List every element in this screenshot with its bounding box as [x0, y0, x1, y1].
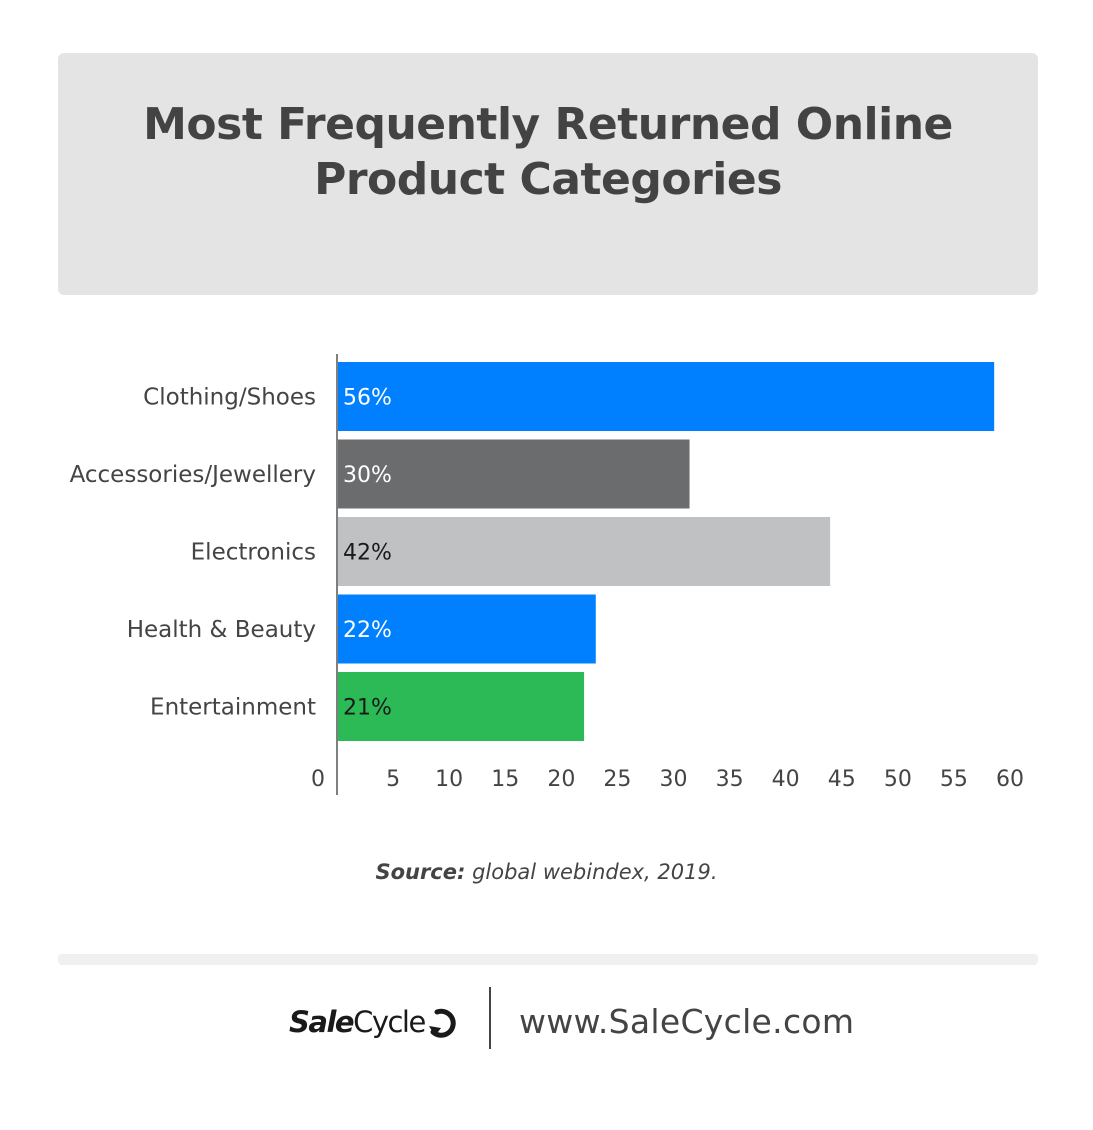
- chart-title-line-1: Most Frequently Returned Online: [143, 99, 953, 150]
- bar-4: [338, 672, 585, 741]
- title-panel: Most Frequently Returned Online Product …: [58, 53, 1038, 295]
- bar-3: [338, 594, 596, 664]
- x-tick-label-9: 45: [828, 767, 856, 792]
- category-label-2: Electronics: [191, 540, 316, 566]
- category-label-3: Health & Beauty: [127, 617, 316, 643]
- footer-separator: [489, 987, 491, 1049]
- cycle-arrow-icon: [428, 1008, 456, 1038]
- x-tick-label-8: 40: [772, 767, 800, 792]
- footer-url: www.SaleCycle.com: [519, 1002, 855, 1041]
- x-tick-label-6: 30: [660, 767, 688, 792]
- x-tick-label-5: 25: [603, 767, 631, 792]
- source-label: Source:: [375, 860, 466, 884]
- x-tick-label-4: 20: [547, 767, 575, 792]
- data-label-3: 22%: [343, 618, 392, 643]
- data-label-1: 30%: [343, 463, 392, 488]
- logo-sale-text: Sale: [289, 1005, 355, 1039]
- chart-title: Most Frequently Returned Online Product …: [58, 97, 1038, 207]
- x-tick-label-3: 15: [491, 767, 519, 792]
- salecycle-logo: Sale Cycle: [289, 994, 459, 1050]
- bar-2: [338, 517, 831, 586]
- x-tick-label-0: 0: [311, 767, 325, 792]
- source-note: Source: global webindex, 2019.: [0, 860, 1093, 884]
- data-label-2: 42%: [343, 541, 392, 566]
- footer-divider: [58, 954, 1038, 965]
- x-tick-label-10: 50: [884, 767, 912, 792]
- category-label-0: Clothing/Shoes: [143, 385, 316, 411]
- data-label-0: 56%: [343, 386, 392, 411]
- bar-1: [338, 439, 690, 509]
- bar-chart: Clothing/Shoes 56% Accessories/Jewellery 30…: [70, 354, 1024, 795]
- category-label-4: Entertainment: [150, 695, 316, 721]
- x-tick-label-1: 5: [386, 767, 400, 792]
- category-label-1: Accessories/Jewellery: [70, 462, 316, 488]
- x-tick-label-2: 10: [435, 767, 463, 792]
- source-text: global webindex, 2019.: [472, 860, 718, 884]
- x-tick-label-11: 55: [940, 767, 968, 792]
- x-tick-label-7: 35: [716, 767, 744, 792]
- chart-title-line-2: Product Categories: [314, 154, 782, 205]
- x-tick-label-12: 60: [996, 767, 1024, 792]
- bar-0: [338, 362, 995, 431]
- logo-cycle-text: Cycle: [353, 1005, 426, 1039]
- data-label-4: 21%: [343, 696, 392, 721]
